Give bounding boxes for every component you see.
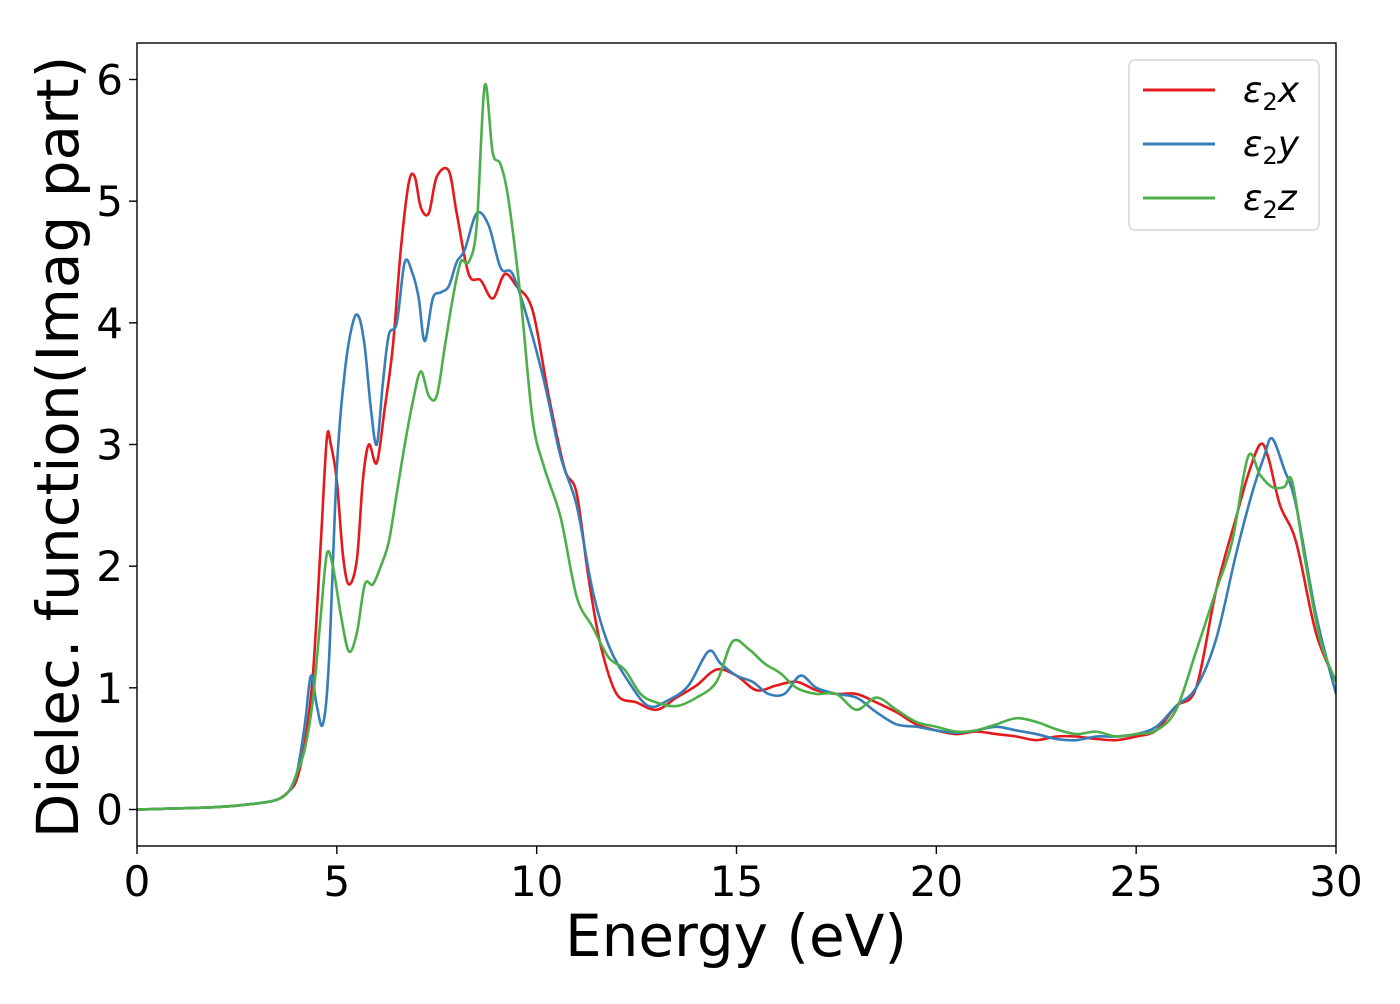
series-line-y [137,210,1336,811]
legend-label-x: ε2x [1243,70,1300,116]
legend-symbol: ε [1243,70,1262,111]
x-tick-label: 25 [1109,857,1162,906]
legend-symbol: ε [1243,178,1262,219]
x-tick-label: 5 [323,857,350,906]
legend-subscript: 2 [1262,196,1277,224]
y-tick-label: 1 [96,664,123,713]
series-layer [137,82,1336,811]
legend-component: y [1277,124,1300,165]
legend-label-z: ε2z [1243,178,1298,224]
y-tick-label: 6 [96,56,123,105]
y-axis-label: Dielec. function(Imag part) [24,56,92,839]
x-axis-label: Energy (eV) [565,902,907,970]
legend-subscript: 2 [1262,142,1277,170]
y-tick-label: 2 [96,542,123,591]
legend-subscript: 2 [1262,88,1277,116]
x-tick-label: 10 [510,857,563,906]
series-line-z [137,82,1336,811]
y-tick-label: 4 [96,299,123,348]
y-tick-label: 0 [96,786,123,835]
legend-component: x [1277,70,1300,111]
y-axis: 0 1 2 3 4 5 6 [96,56,137,835]
x-tick-label: 0 [124,857,151,906]
x-tick-label: 20 [910,857,963,906]
legend-symbol: ε [1243,124,1262,165]
legend-box [1128,59,1320,231]
y-tick-label: 5 [96,177,123,226]
x-axis: 0 5 10 15 20 25 30 [124,846,1363,906]
legend-component: z [1277,178,1298,219]
x-tick-label: 15 [710,857,763,906]
x-tick-label: 30 [1309,857,1362,906]
legend-label-y: ε2y [1243,124,1300,170]
series-line-x [137,166,1336,811]
y-tick-label: 3 [96,421,123,470]
